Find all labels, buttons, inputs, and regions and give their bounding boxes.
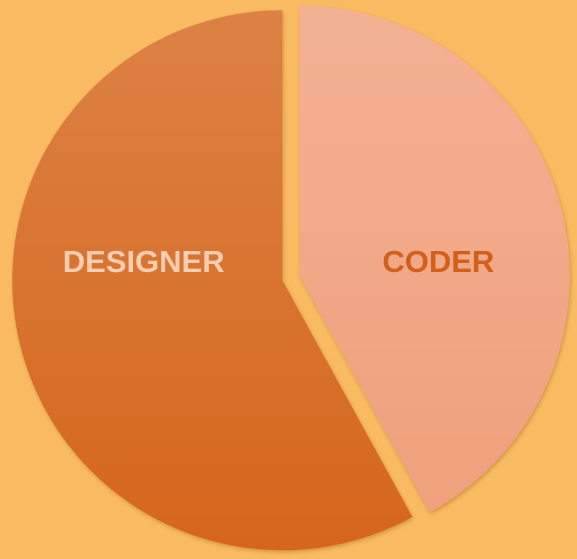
slice-shade — [299, 5, 570, 513]
slice-label: CODER — [382, 244, 494, 279]
slice-shade — [12, 10, 413, 551]
slice-label: DESIGNER — [63, 244, 225, 279]
